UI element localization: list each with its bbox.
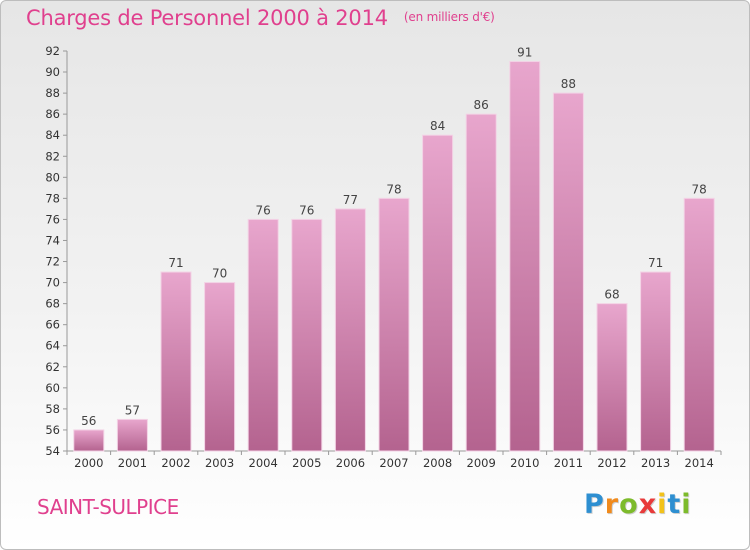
- y-tick-label: 68: [45, 297, 60, 311]
- y-tick-label: 78: [45, 191, 60, 205]
- bar-value-label: 86: [474, 98, 489, 112]
- bar: [552, 92, 584, 452]
- y-tick-label: 66: [45, 318, 60, 332]
- logo-letter: i: [657, 489, 668, 520]
- bar: [596, 303, 628, 452]
- bar: [204, 282, 236, 452]
- x-tick-label: 2013: [641, 456, 670, 470]
- bar-value-label: 71: [168, 256, 183, 270]
- y-tick-label: 64: [45, 339, 60, 353]
- bar: [73, 429, 105, 452]
- bar-value-label: 84: [430, 119, 445, 133]
- x-tick-label: 2002: [161, 456, 190, 470]
- x-tick-label: 2009: [467, 456, 496, 470]
- x-axis: 2000 2001 2002 2003 2004 2005 2006 2007 2008 2009…: [66, 450, 722, 470]
- bar-value-label: 77: [343, 193, 358, 207]
- bar-value-label: 78: [692, 182, 707, 196]
- y-tick-label: 82: [45, 149, 60, 163]
- bar: [509, 61, 541, 452]
- y-tick-label: 62: [45, 360, 60, 374]
- bar-value-label: 76: [299, 203, 314, 217]
- city-name: SAINT-SULPICE: [37, 495, 179, 519]
- bar-value-label: 91: [517, 46, 532, 60]
- x-tick-label: 2000: [74, 456, 103, 470]
- bar: [683, 197, 715, 452]
- bar: [291, 218, 323, 452]
- y-tick-label: 92: [45, 44, 60, 58]
- y-tick-label: 56: [45, 423, 60, 437]
- y-tick-label: 54: [45, 444, 60, 458]
- bar: [334, 208, 366, 452]
- x-tick-label: 2010: [510, 456, 539, 470]
- y-tick-label: 70: [45, 276, 60, 290]
- bar: [160, 271, 192, 452]
- x-tick-label: 2005: [292, 456, 321, 470]
- logo-letter: x: [638, 489, 658, 520]
- y-tick-label: 76: [45, 212, 60, 226]
- bar: [116, 418, 148, 452]
- bar: [247, 218, 279, 452]
- logo-letter: r: [604, 489, 620, 520]
- chart-subtitle: (en milliers d'€): [403, 10, 495, 24]
- logo-letter: o: [619, 489, 639, 520]
- x-tick-label: 2012: [597, 456, 626, 470]
- bar: [640, 271, 672, 452]
- y-axis: 54 56 58 60 62 64 66 68 70 72 74 76 78 80 82 84 86 88 90 92: [45, 44, 68, 458]
- bar: [422, 134, 454, 452]
- y-tick-label: 84: [45, 128, 60, 142]
- data-labels: 56 57 71 70 76 76 77 78 84 86 91 88 68 71 78: [81, 46, 707, 428]
- chart-title: Charges de Personnel 2000 à 2014 (en mill…: [26, 6, 495, 30]
- bar-value-label: 71: [648, 256, 663, 270]
- logo-letter: t: [667, 489, 682, 520]
- x-tick-label: 2008: [423, 456, 452, 470]
- bar-value-label: 57: [125, 403, 140, 417]
- title-text: Charges de Personnel 2000 à 2014: [26, 6, 388, 30]
- y-tick-label: 86: [45, 107, 60, 121]
- x-tick-label: 2003: [205, 456, 234, 470]
- bar: [465, 113, 497, 452]
- x-tick-label: 2006: [336, 456, 365, 470]
- x-tick-label: 2004: [249, 456, 278, 470]
- y-tick-label: 58: [45, 402, 60, 416]
- logo-letter: i: [681, 489, 692, 520]
- bar-value-label: 88: [561, 77, 576, 91]
- bar-value-label: 76: [256, 203, 271, 217]
- bar: [378, 197, 410, 452]
- x-tick-label: 2014: [685, 456, 714, 470]
- bar-value-label: 56: [81, 414, 96, 428]
- bar-value-label: 70: [212, 267, 227, 281]
- y-tick-label: 74: [45, 233, 60, 247]
- logo-letter: P: [584, 489, 605, 520]
- bar-value-label: 68: [604, 288, 619, 302]
- y-tick-label: 88: [45, 86, 60, 100]
- x-tick-label: 2001: [118, 456, 147, 470]
- y-tick-label: 72: [45, 255, 60, 269]
- y-tick-label: 80: [45, 170, 60, 184]
- y-tick-label: 90: [45, 65, 60, 79]
- y-tick-label: 60: [45, 381, 60, 395]
- bars: [73, 61, 715, 452]
- x-tick-label: 2007: [379, 456, 408, 470]
- x-tick-label: 2011: [554, 456, 583, 470]
- bar-value-label: 78: [386, 182, 401, 196]
- proxiti-logo: Proxiti: [584, 489, 692, 520]
